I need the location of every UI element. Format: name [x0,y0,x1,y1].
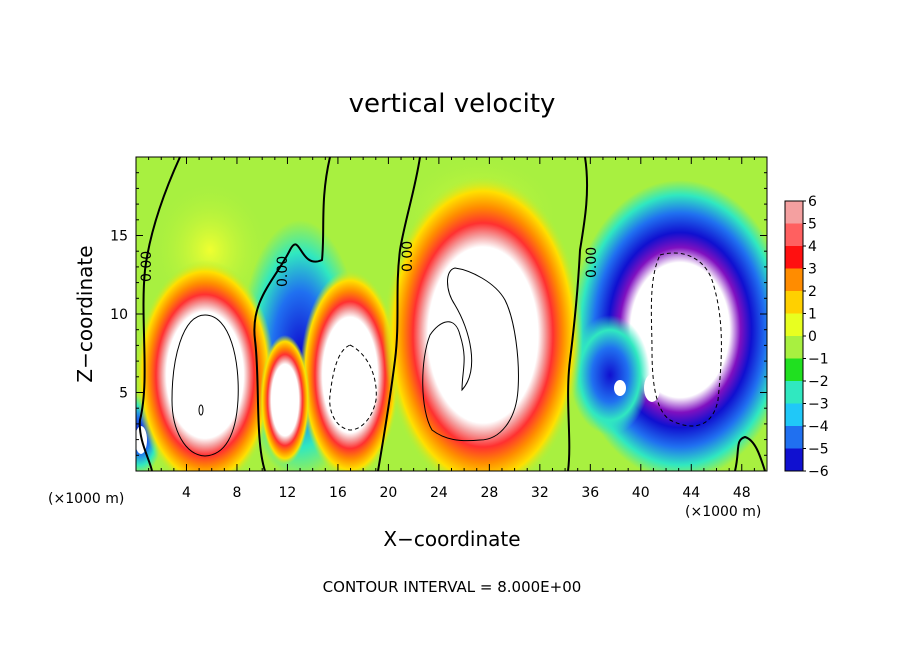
colorbar-swatch [785,358,803,382]
downdraft-region [570,315,650,435]
y-tick-label: 5 [119,386,128,402]
colorbar-swatch [785,223,803,247]
colorbar-swatch [785,336,803,359]
x-unit-left: (×1000 m) [48,491,124,507]
colorbar-label: 0 [808,329,817,345]
updraft-patch [644,374,660,402]
colorbar-label: 6 [808,194,817,210]
colorbar-label: −5 [808,442,829,458]
x-axis: 4 8 12 16 20 24 28 32 36 40 44 48 [148,157,755,501]
chart-title: vertical velocity [349,89,556,119]
x-tick-label: 8 [232,485,241,501]
zero-contour [138,157,181,471]
colorbar-swatch [785,426,803,449]
y-tick-label: 15 [110,229,128,245]
y-axis: 5 10 15 [110,172,767,456]
updraft-cell [136,260,275,471]
inner-contour [422,267,519,442]
colorbar-swatch [785,201,803,224]
colorbar-label: 3 [808,262,817,278]
colorbar-label: −6 [808,464,829,480]
colorbar-label: 2 [808,284,817,300]
x-tick-label: 12 [279,485,297,501]
zero-contour [253,157,331,471]
colorbar-label: 4 [808,239,817,255]
x-axis-label: X−coordinate [383,527,520,551]
zero-contour [377,157,421,471]
colorbar: 6 5 4 3 2 1 0 −1 −2 −3 −4 −5 −6 [784,194,829,480]
colorbar-label: −2 [808,374,829,390]
updraft-patch [614,380,626,396]
y-axis-label: Z−coordinate [73,245,97,382]
y-tick-label: 10 [110,307,128,323]
contour-label: 0.00 [275,256,291,287]
x-tick-label: 48 [733,485,751,501]
inner-contour [329,344,377,431]
colorbar-swatch [785,381,803,404]
x-tick-label: 4 [182,485,191,501]
x-tick-label: 32 [531,485,549,501]
zero-contour [567,157,589,471]
x-tick-label: 16 [329,485,347,501]
colorbar-swatch [785,246,803,269]
x-tick-label: 28 [480,485,498,501]
updraft-cell [300,270,400,471]
colorbar-swatch [785,313,803,337]
x-unit-right: (×1000 m) [685,504,761,520]
colorbar-label: −3 [808,397,829,413]
colorbar-label: 1 [808,307,817,323]
contour-label: 0.00 [584,247,600,278]
x-tick-label: 20 [379,485,397,501]
contour-label: 0.00 [139,251,155,282]
colorbar-label: −4 [808,419,829,435]
x-tick-label: 40 [632,485,650,501]
x-tick-label: 44 [682,485,700,501]
inner-contour [171,314,239,457]
x-tick-label: 24 [430,485,448,501]
zero-contour [734,435,766,471]
colorbar-label: 5 [808,217,817,233]
colorbar-swatch [785,403,803,427]
inner-contour [650,252,722,427]
x-tick-label: 36 [581,485,599,501]
contour-label: 0.00 [400,241,416,272]
colorbar-label: −1 [808,352,829,368]
inner-contour [198,404,204,416]
updraft-cell [260,335,310,465]
contour-interval-note: CONTOUR INTERVAL = 8.000E+00 [323,578,582,596]
updraft-cell [383,175,583,471]
colorbar-swatch [785,268,803,292]
colorbar-swatch [785,291,803,314]
colorbar-swatch [785,448,803,472]
plot-area: 0.00 0.00 0.00 0.00 [136,157,767,471]
